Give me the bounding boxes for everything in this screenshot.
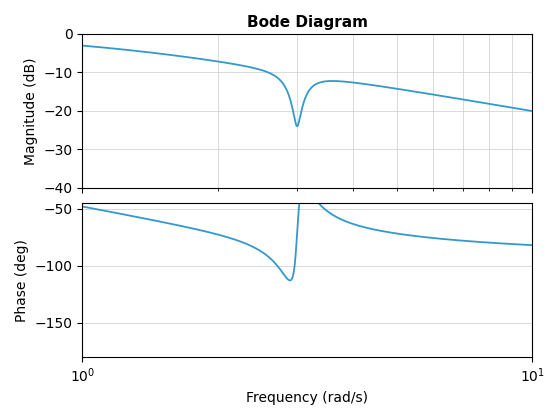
X-axis label: Frequency (rad/s): Frequency (rad/s) — [246, 391, 368, 405]
Title: Bode Diagram: Bode Diagram — [247, 15, 368, 30]
Y-axis label: Phase (deg): Phase (deg) — [15, 239, 29, 322]
Y-axis label: Magnitude (dB): Magnitude (dB) — [24, 57, 38, 165]
